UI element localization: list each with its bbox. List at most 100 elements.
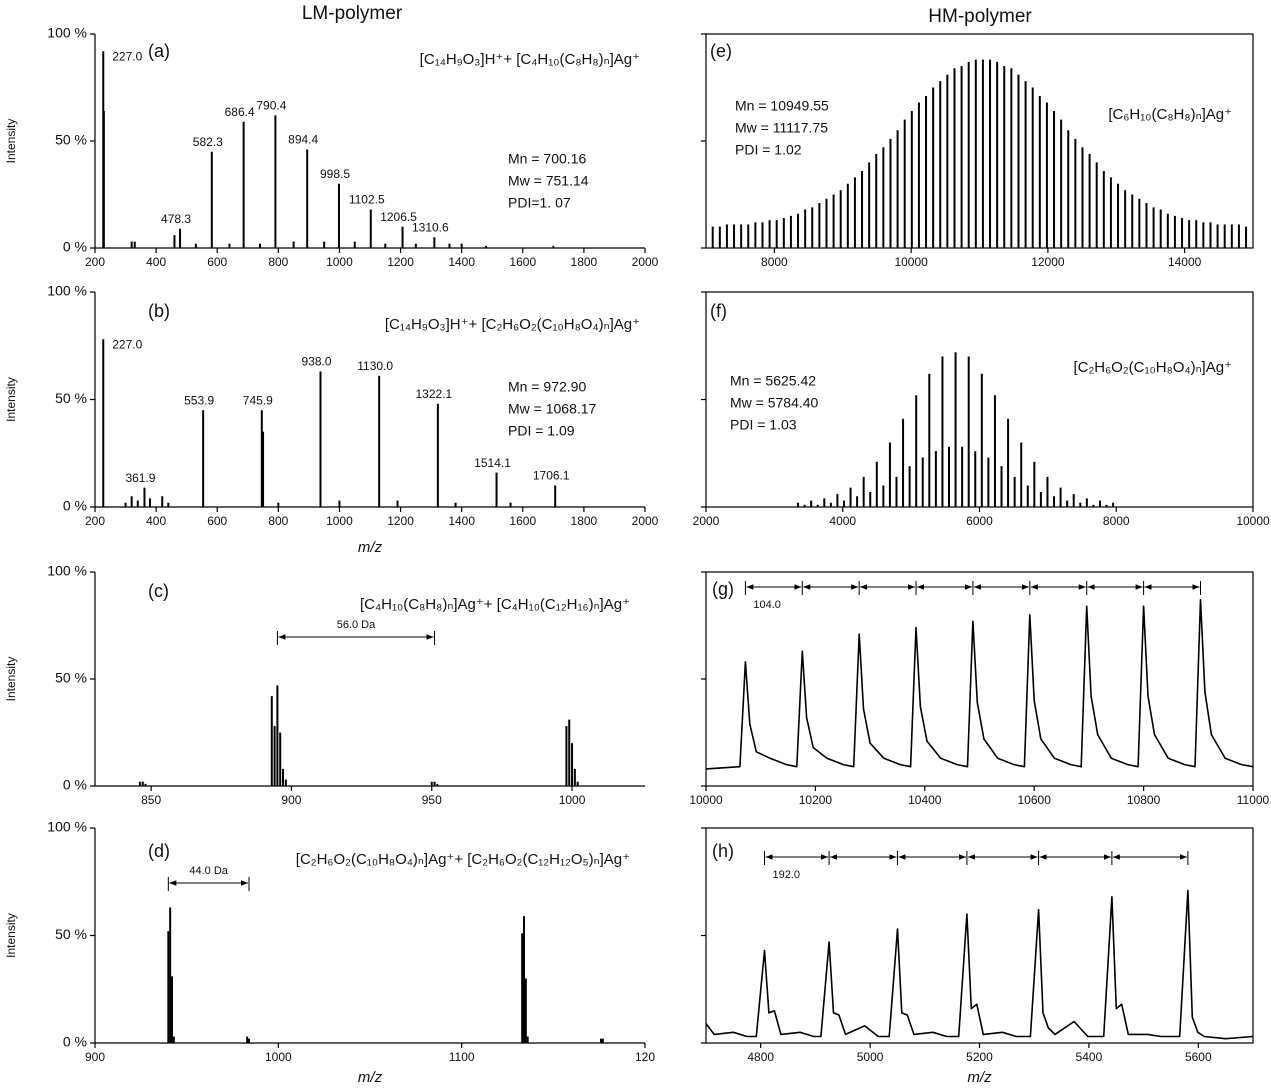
x-tick-label: 10000 [894,255,928,269]
x-tick-label: 1200 [387,255,414,269]
stat: Mn = 700.16 [508,151,586,167]
x-tick-label: 10800 [1127,793,1161,807]
formula: [C₂H₆O₂(C₁₀H₈O₄)ₙ]Ag⁺+ [C₂H₆O₂(C₁₂H₁₂O₅)… [296,851,630,868]
formula: [C₁₄H₉O₃]H⁺+ [C₄H₁₀(C₈H₈)ₙ]Ag⁺ [420,51,640,68]
x-tick-label: 1200 [387,514,414,528]
x-tick-label: 1000 [559,793,586,807]
x-tick-label: 600 [207,255,227,269]
peak-label: 227.0 [112,49,142,63]
x-tick-label: 5400 [1076,1050,1103,1064]
peak-label: 790.4 [256,98,286,112]
stat: Mw = 1068.17 [508,401,597,417]
stat: PDI = 1.02 [735,142,802,158]
x-tick-label: 12000 [1031,255,1065,269]
peak-label: 553.9 [184,393,214,407]
formula: [C₂H₆O₂(C₁₀H₈O₄)ₙ]Ag⁺ [1073,359,1232,376]
peak-label: 1206.5 [380,210,417,224]
stat: Mw = 5784.40 [730,395,819,411]
x-tick-label: 200 [85,514,105,528]
y-axis-label: Intensity [4,119,18,164]
y-tick-label: 100 % [47,283,87,299]
peak-label: 1706.1 [533,469,570,483]
x-tick-label: 1100 [449,1050,475,1064]
panel-label: (f) [710,301,727,321]
stat: Mw = 11117.75 [735,120,828,136]
x-tick-label: 1000 [326,514,353,528]
x-tick-label: 1800 [571,255,598,269]
x-tick-label: 1400 [448,255,475,269]
peak-label: 686.4 [225,105,255,119]
panel-label: (a) [148,41,170,61]
x-tick-label: 8000 [1103,514,1130,528]
x-tick-label: 900 [281,793,301,807]
peak-label: 998.5 [320,167,350,181]
panel-label: (g) [712,579,734,599]
interval-label: 56.0 Da [337,619,376,631]
x-tick-label: 1000 [326,255,353,269]
x-tick-label: 900 [85,1050,105,1064]
x-tick-label: 1600 [509,514,536,528]
x-tick-label: 950 [422,793,442,807]
column-title: LM-polymer [302,3,403,24]
x-tick-label: 5000 [857,1050,884,1064]
y-tick-label: 0 % [63,239,87,255]
x-tick-label: 10000 [689,793,723,807]
x-tick-label: 1000 [265,1050,292,1064]
formula: [C₆H₁₀(C₈H₈)ₙ]Ag⁺ [1108,106,1232,123]
x-tick-label: 10600 [1018,793,1052,807]
x-tick-label: 2000 [693,514,720,528]
x-tick-label: 4800 [747,1050,774,1064]
peak-label: 582.3 [193,135,223,149]
x-tick-label: 600 [207,514,227,528]
plot-frame [705,571,1254,787]
column-title: HM-polymer [928,6,1032,27]
peak-label: 227.0 [112,337,142,351]
y-axis-label: Intensity [4,913,18,958]
y-tick-label: 50 % [55,926,87,942]
y-tick-label: 100 % [47,563,87,579]
peak-label: 938.0 [301,355,331,369]
y-tick-label: 50 % [55,670,87,686]
x-axis-label: m/z [967,1069,992,1086]
x-tick-label: 6000 [966,514,993,528]
panel-label: (c) [148,581,169,601]
x-tick-label: 10200 [799,793,833,807]
panel-label: (d) [148,841,170,861]
x-tick-label: 5200 [966,1050,993,1064]
x-tick-label: 1600 [509,255,536,269]
stat: Mn = 10949.55 [735,98,829,114]
peak-label: 894.4 [288,133,318,147]
x-tick-label: 8000 [761,255,788,269]
x-tick-label: 800 [268,255,288,269]
y-tick-label: 50 % [55,132,87,148]
x-tick-label: 5600 [1185,1050,1212,1064]
x-tick-label: 2000 [632,514,659,528]
x-tick-label: 4000 [829,514,856,528]
x-tick-label: 1400 [448,514,475,528]
panel-label: (h) [712,841,734,861]
peak-label: 1310.6 [412,220,449,234]
x-tick-label: 10000 [1236,514,1270,528]
x-axis-label: m/z [358,539,383,556]
peak-label: 361.9 [125,471,155,485]
peak-label: 1514.1 [474,456,511,470]
stat: Mn = 5625.42 [730,373,816,389]
x-tick-label: 1800 [571,514,598,528]
x-tick-label: 11000 [1237,793,1270,807]
peak-label: 1102.5 [349,193,385,207]
peak-label: 745.9 [243,393,273,407]
x-tick-label: 10400 [908,793,942,807]
interval-label: 104.0 [753,599,781,611]
x-tick-label: 400 [146,255,166,269]
peak-label: 1130.0 [357,359,393,373]
y-tick-label: 0 % [63,498,87,514]
y-tick-label: 0 % [63,1034,87,1050]
x-tick-label: 120 [635,1050,655,1064]
stat: PDI = 1.09 [508,423,575,439]
peak-label: 478.3 [161,212,191,226]
interval-label: 192.0 [773,869,801,881]
x-axis-label: m/z [358,1069,383,1086]
peak-label: 1322.1 [416,387,453,401]
formula: [C₁₄H₉O₃]H⁺+ [C₂H₆O₂(C₁₀H₈O₄)ₙ]Ag⁺ [385,316,640,333]
